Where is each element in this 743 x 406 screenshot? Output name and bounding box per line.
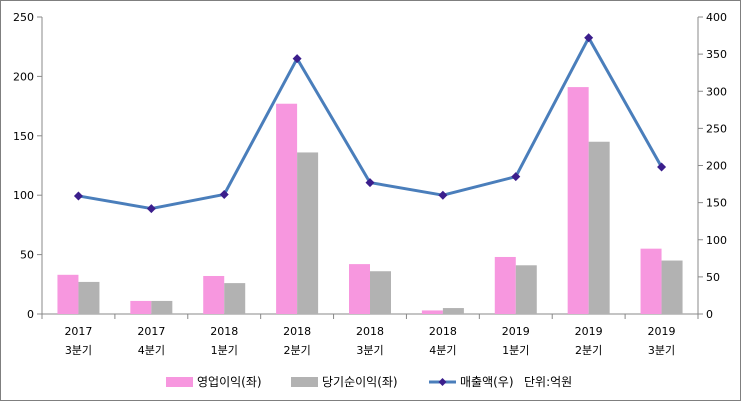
right-tick-label: 0 — [706, 308, 713, 321]
left-tick-label: 100 — [13, 189, 34, 202]
operating-profit-bar — [130, 300, 152, 314]
operating-profit-bar — [57, 274, 79, 314]
legend-label-revenue: 매출액(우) — [460, 375, 514, 389]
operating-profit-bar — [421, 310, 443, 314]
right-tick-label: 350 — [706, 48, 727, 61]
revenue-marker — [511, 172, 521, 182]
right-tick-label: 150 — [706, 197, 727, 210]
right-tick-label: 100 — [706, 234, 727, 247]
net-income-bar — [224, 283, 246, 314]
revenue-marker — [73, 191, 83, 201]
right-tick-label: 400 — [706, 11, 727, 24]
legend-label-net-income: 당기순이익(좌) — [322, 375, 398, 389]
left-tick-label: 250 — [13, 11, 34, 24]
legend-swatch-revenue-marker — [438, 378, 447, 386]
net-income-bar — [442, 308, 464, 314]
left-tick-label: 0 — [27, 308, 34, 321]
category-quarter-label: 3분기 — [65, 344, 92, 357]
operating-profit-bar — [494, 256, 516, 314]
legend-label-operating-profit: 영업이익(좌) — [197, 375, 262, 389]
net-income-bar — [515, 265, 537, 314]
category-year-label: 2017 — [64, 325, 92, 338]
revenue-marker — [438, 190, 448, 200]
category-quarter-label: 1분기 — [502, 344, 529, 357]
category-year-label: 2018 — [210, 325, 238, 338]
category-quarter-label: 3분기 — [356, 344, 383, 357]
revenue-marker — [146, 204, 156, 214]
category-quarter-label: 4분기 — [429, 344, 456, 357]
operating-profit-bar — [567, 87, 589, 314]
category-year-label: 2019 — [575, 325, 603, 338]
right-tick-label: 300 — [706, 85, 727, 98]
net-income-bar — [297, 152, 319, 314]
category-quarter-label: 3분기 — [648, 344, 675, 357]
operating-profit-bar — [640, 248, 662, 314]
category-year-label: 2019 — [502, 325, 530, 338]
legend-swatch-net-income — [291, 377, 318, 387]
category-quarter-label: 1분기 — [211, 344, 238, 357]
revenue-marker — [657, 162, 667, 172]
net-income-bar — [588, 141, 610, 314]
category-year-label: 2018 — [429, 325, 457, 338]
net-income-bar — [151, 300, 173, 314]
category-year-label: 2018 — [283, 325, 311, 338]
left-tick-label: 150 — [13, 130, 34, 143]
left-tick-label: 200 — [13, 70, 34, 83]
category-quarter-label: 4분기 — [138, 344, 165, 357]
left-tick-label: 50 — [20, 249, 34, 262]
operating-profit-bar — [203, 275, 225, 314]
revenue-marker — [292, 54, 302, 64]
revenue-marker — [584, 33, 594, 43]
right-tick-label: 50 — [706, 271, 720, 284]
category-year-label: 2019 — [648, 325, 676, 338]
net-income-bar — [370, 271, 391, 314]
category-quarter-label: 2분기 — [575, 344, 602, 357]
operating-profit-bar — [276, 103, 298, 314]
right-tick-label: 200 — [706, 160, 727, 173]
unit-note: 단위:억원 — [524, 375, 572, 389]
revenue-marker — [219, 189, 229, 199]
revenue-marker — [365, 178, 375, 188]
right-tick-label: 250 — [706, 122, 727, 135]
category-year-label: 2017 — [137, 325, 165, 338]
category-quarter-label: 2분기 — [283, 344, 310, 357]
net-income-bar — [78, 281, 100, 314]
category-year-label: 2018 — [356, 325, 384, 338]
legend-swatch-operating-profit — [166, 377, 193, 387]
net-income-bar — [661, 260, 683, 314]
operating-profit-bar — [349, 264, 370, 314]
